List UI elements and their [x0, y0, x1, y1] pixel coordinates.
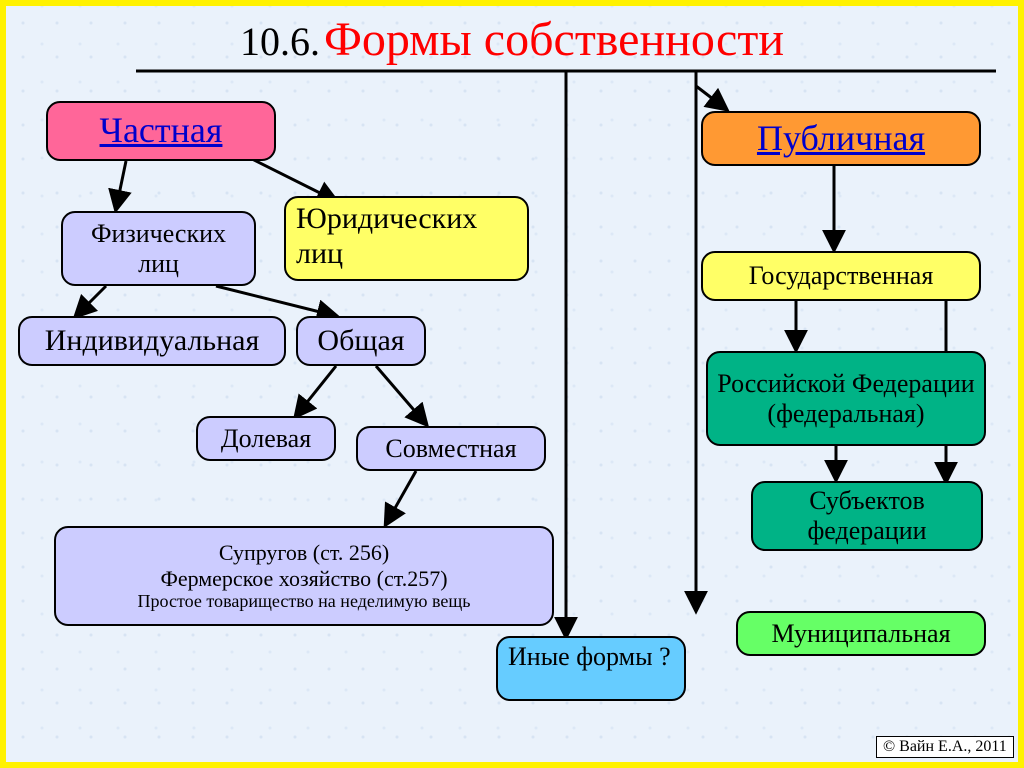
node-other: Иные формы ?	[496, 636, 686, 701]
node-detail-line-0: Супругов (ст. 256)	[219, 540, 389, 565]
node-detail-line-2: Простое товарищество на неделимую вещь	[138, 591, 471, 612]
node-detail: Супругов (ст. 256)Фермерское хозяйство (…	[54, 526, 554, 626]
node-gov: Государственная	[701, 251, 981, 301]
node-rf: Российской Федерации (федеральная)	[706, 351, 986, 446]
node-public: Публичная	[701, 111, 981, 166]
title-number: 10.6.	[240, 19, 320, 64]
node-indiv: Индивидуальная	[18, 316, 286, 366]
node-phys: Физических лиц	[61, 211, 256, 286]
node-common: Общая	[296, 316, 426, 366]
node-subj: Субъектов федерации	[751, 481, 983, 551]
node-private: Частная	[46, 101, 276, 161]
node-share: Долевая	[196, 416, 336, 461]
node-joint: Совместная	[356, 426, 546, 471]
node-jur: Юридических лиц	[284, 196, 529, 281]
title-text: Формы собственности	[324, 13, 784, 66]
node-detail-line-1: Фермерское хозяйство (ст.257)	[160, 566, 447, 591]
slide-title: 10.6. Формы собственности	[6, 12, 1018, 67]
copyright-label: © Вайн Е.А., 2011	[876, 736, 1014, 758]
node-munic: Муниципальная	[736, 611, 986, 656]
